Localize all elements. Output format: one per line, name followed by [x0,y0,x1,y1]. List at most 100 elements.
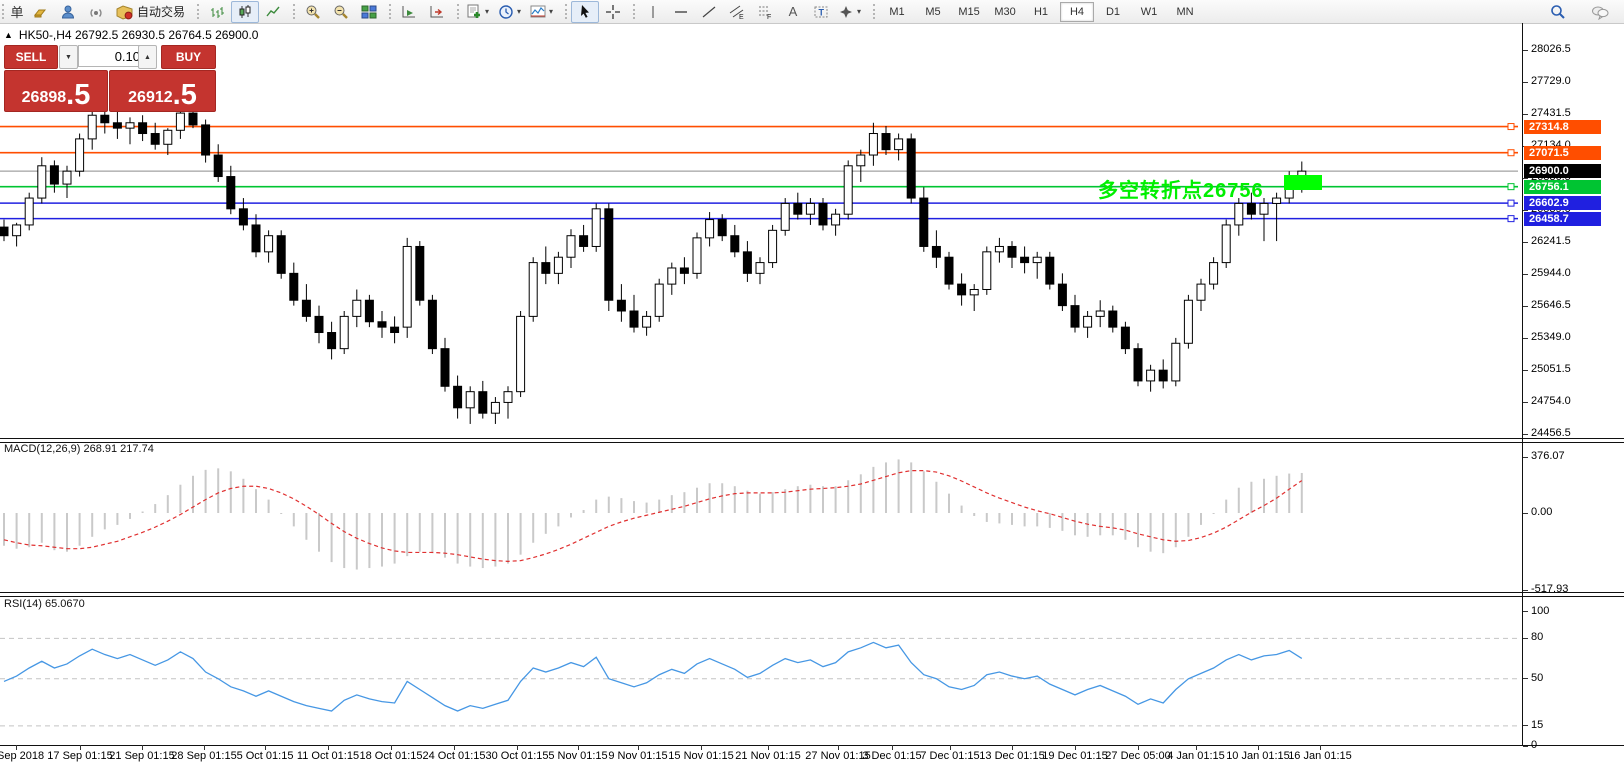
price-level-badge: 27314.8 [1524,119,1601,134]
one-click-panel-toggle[interactable]: ▲ [4,30,13,40]
trendline-tool-icon[interactable] [695,1,723,23]
svg-text:T: T [819,7,825,17]
buy-price-button[interactable]: 26912.5 [109,70,216,112]
price-tick-label: 27729.0 [1531,75,1571,87]
one-click-trading-panel: SELL ▼ ▲ BUY 26898.5 26912.5 [4,45,216,112]
timeframe-m30[interactable]: M30 [994,5,1016,18]
macd-panel[interactable] [0,442,1522,592]
time-tick [638,745,639,750]
macd-rsi-separator[interactable] [0,592,1624,597]
annotation-rectangle[interactable] [1284,175,1322,190]
time-tick-label: 5 Nov 01:15 [548,750,608,762]
macd-signal-line [3,469,1303,562]
toolbar-group-line-studies: E F A T ▾ [631,0,871,23]
zoom-out-icon[interactable] [327,1,355,23]
sell-button[interactable]: SELL [4,45,58,69]
fibonacci-tool-icon[interactable]: F [751,1,779,23]
text-label-tool-icon[interactable]: T [807,1,835,23]
timeframe-h1[interactable]: H1 [1033,5,1049,18]
chart-info-row: ▲ HK50-,H4 26792.5 26930.5 26764.5 26900… [4,28,258,42]
chart-shift-icon[interactable] [423,1,451,23]
time-tick-label: 30 Oct 01:15 [485,750,549,762]
rsi-tick [1523,637,1528,639]
time-tick [204,745,205,750]
time-tick [265,745,266,750]
timeframe-mn[interactable]: MN [1176,5,1194,18]
main-macd-separator[interactable] [0,438,1624,443]
sell-price-main: 26898 [21,89,67,106]
volume-input[interactable] [78,45,144,67]
crosshair-icon[interactable] [599,1,627,23]
timeframe-h4[interactable]: H4 [1060,1,1095,22]
rsi-tick-label: 100 [1531,604,1550,617]
equidistant-channel-tool-icon[interactable]: E [723,1,751,23]
rsi-tick-label: 80 [1531,631,1544,644]
metaeditor-icon[interactable] [26,1,54,23]
rsi-panel[interactable] [0,596,1522,745]
line-chart-type-icon[interactable] [259,1,287,23]
timeframe-w1[interactable]: W1 [1140,5,1158,18]
time-tick [1012,745,1013,750]
zoom-in-icon[interactable] [299,1,327,23]
time-tick [517,745,518,750]
timeframe-d1[interactable]: D1 [1105,5,1121,18]
timeframe-m15[interactable]: M15 [958,5,980,18]
sell-price-button[interactable]: 26898.5 [4,70,108,112]
time-tick-label: 4 Jan 01:15 [1167,750,1225,762]
time-tick-label: 27 Dec 05:00 [1105,750,1171,762]
arrows-tool-icon[interactable]: ▾ [835,1,867,23]
time-tick [768,745,769,750]
timeframe-m5[interactable]: M5 [925,5,941,18]
cursor-icon[interactable] [571,0,600,23]
time-tick [80,745,81,750]
price-level-badge: 26602.9 [1524,196,1601,211]
vertical-line-tool-icon[interactable] [639,1,667,23]
main-price-chart[interactable] [0,24,1522,438]
rsi-tick [1523,678,1528,680]
new-chart-icon[interactable]: ▾ [463,1,495,23]
text-tool-icon[interactable]: A [788,4,798,19]
signals-icon[interactable] [82,1,110,23]
time-tick-label: 16 Jan 01:15 [1288,750,1352,762]
chart-annotation-text[interactable]: 多空转折点26756 [1098,180,1264,202]
rsi-tick [1523,611,1528,612]
market-user-icon[interactable] [54,1,82,23]
time-tick [1196,745,1197,750]
new-order-button[interactable]: 单 [10,5,24,20]
indicators-icon[interactable]: ▾ [527,1,559,23]
price-tick [1523,49,1528,51]
time-tick [391,745,392,750]
auto-scroll-icon[interactable] [395,1,423,23]
rsi-indicator-label: RSI(14) 65.0670 [4,598,85,610]
toolbar-group-cursor [563,0,631,23]
timeframe-m1[interactable]: M1 [889,5,905,18]
tile-windows-icon[interactable] [355,1,383,23]
time-scale-border [0,745,1624,746]
volume-decrease-button[interactable]: ▼ [59,45,78,69]
price-tick-label: 26241.5 [1531,235,1571,247]
macd-tick [1523,589,1528,591]
periods-clock-icon[interactable]: ▾ [495,1,527,23]
time-tick [701,745,702,750]
time-tick-label: 9 Nov 01:15 [608,750,668,762]
time-tick-label: 21 Sep 01:15 [109,750,175,762]
price-tick-label: 25349.0 [1531,331,1571,343]
time-tick-label: 3 Dec 01:15 [862,750,922,762]
rsi-tick [1523,745,1528,747]
price-tick-label: 24754.0 [1531,395,1571,407]
price-tick [1523,113,1528,115]
bar-chart-type-icon[interactable] [203,1,231,23]
toolbar-group-scroll [387,0,455,23]
candlestick-chart-type-icon[interactable] [231,0,260,23]
autotrading-button[interactable]: 自动交易 [110,2,191,22]
price-tick-label: 25944.0 [1531,267,1571,279]
chat-icon[interactable] [1586,1,1614,23]
volume-increase-button[interactable]: ▲ [138,45,157,69]
macd-indicator-label: MACD(12,26,9) 268.91 217.74 [4,443,154,455]
horizontal-line-tool-icon[interactable] [667,1,695,23]
time-tick [1138,745,1139,750]
buy-button[interactable]: BUY [161,45,216,69]
toolbar-group-objects-new: ▾ ▾ ▾ [455,0,563,23]
price-tick-label: 28026.5 [1531,43,1571,55]
search-icon[interactable] [1544,1,1572,23]
